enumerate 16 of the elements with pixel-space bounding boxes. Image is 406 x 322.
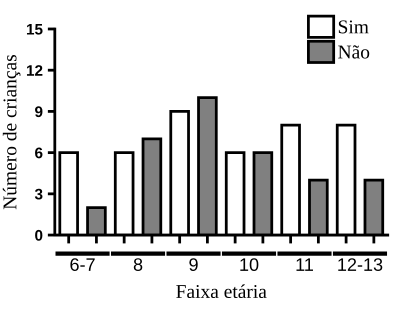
x-axis-title: Faixa etária bbox=[176, 284, 267, 298]
y-tick-label: 0 bbox=[35, 230, 42, 241]
x-tick-label: 11 bbox=[296, 258, 313, 271]
y-tick-label: 3 bbox=[34, 188, 42, 200]
y-axis-title: Número de crianças bbox=[2, 54, 20, 210]
y-tick-label: 9 bbox=[35, 106, 42, 118]
y-tick-label: 15 bbox=[26, 24, 43, 35]
x-tick-label: 12-13 bbox=[338, 258, 382, 271]
y-tick-label: 12 bbox=[26, 65, 42, 76]
x-tick-label: 10 bbox=[240, 258, 258, 271]
x-tick-label: 6-7 bbox=[70, 258, 95, 271]
x-tick-label: 9 bbox=[189, 258, 198, 271]
y-tick-label: 6 bbox=[35, 147, 42, 158]
x-tick-label: 8 bbox=[134, 258, 142, 271]
legend-label: Não bbox=[338, 45, 370, 59]
legend-label: Sim bbox=[338, 20, 369, 34]
